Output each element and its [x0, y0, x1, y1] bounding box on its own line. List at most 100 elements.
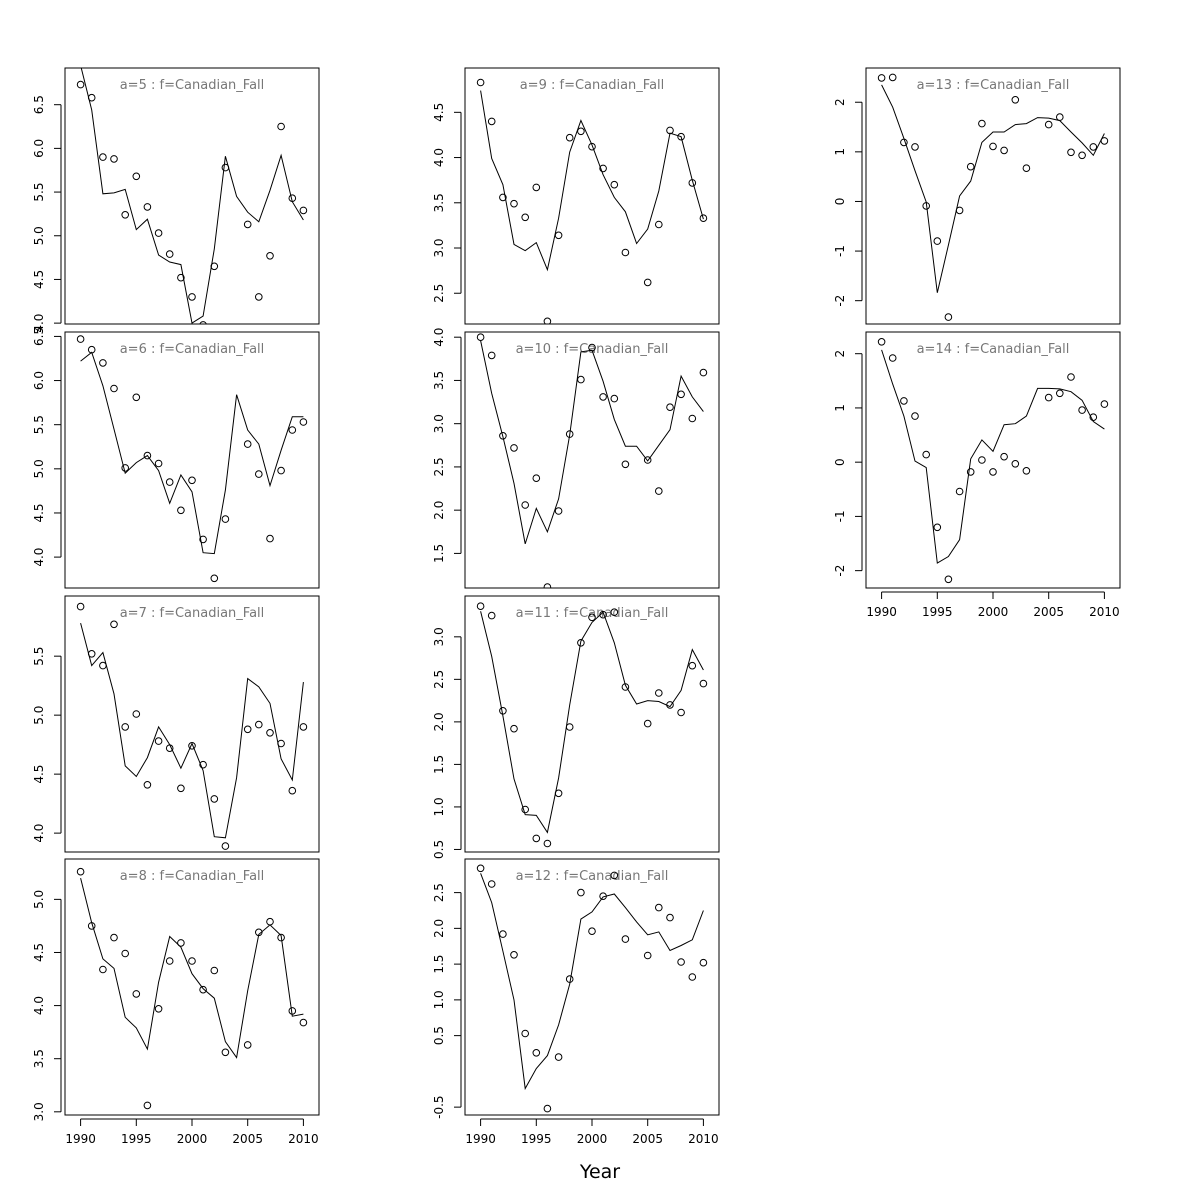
plot-frame: [64, 67, 320, 325]
panel-title: a=8 : f=Canadian_Fall: [120, 869, 265, 884]
marks: [76, 602, 308, 850]
y-tick-label: 5.5: [32, 415, 46, 434]
observed-point: [666, 403, 674, 412]
observed-point: [677, 132, 685, 141]
observed-point: [243, 220, 252, 229]
y-tick-label: 3.0: [432, 414, 446, 433]
observed-point: [532, 474, 541, 483]
y-tick-label: 6.5: [32, 95, 46, 114]
observed-point: [521, 213, 530, 222]
observed-point: [610, 871, 619, 880]
marks: [476, 78, 708, 324]
y-tick-label: 1.0: [432, 990, 446, 1009]
y-tick-label: 3.0: [432, 238, 446, 257]
fitted-line: [480, 340, 704, 545]
observed-point: [110, 620, 118, 629]
plot-frame: [865, 67, 1121, 325]
observed-point: [933, 523, 942, 532]
y-tick-label: 4.5: [32, 943, 46, 962]
x-tick-label: 2005: [1033, 605, 1064, 619]
observed-point: [543, 839, 552, 848]
observed-point: [621, 460, 630, 469]
observed-point: [677, 708, 685, 717]
plot-frame: [64, 595, 320, 853]
observed-point: [1044, 393, 1053, 402]
x-tick-label: 2010: [288, 1132, 319, 1146]
y-tick-label: 0.5: [432, 840, 446, 859]
observed-point: [99, 661, 107, 670]
observed-point: [543, 317, 552, 324]
observed-point: [1067, 148, 1075, 157]
observed-point: [688, 661, 697, 670]
observed-point: [132, 990, 141, 998]
y-tick-label: 0: [833, 198, 847, 206]
observed-point: [110, 384, 118, 393]
observed-point: [1022, 164, 1031, 172]
y-tick-label: 5.0: [32, 890, 46, 909]
y-tick-label: 1.5: [432, 955, 446, 974]
observed-point: [588, 927, 596, 936]
y-tick-label: 5.0: [32, 706, 46, 725]
y-tick-label: 4.0: [432, 148, 446, 167]
observed-point: [221, 515, 230, 523]
observed-point: [76, 602, 85, 611]
y-tick-label: 4.0: [32, 824, 46, 843]
x-tick-label: 1995: [121, 1132, 152, 1146]
observed-point: [121, 211, 129, 219]
observed-point: [577, 127, 585, 136]
observed-point: [165, 478, 174, 486]
observed-point: [188, 293, 196, 301]
y-tick-label: -1: [833, 510, 847, 522]
panel-title: a=5 : f=Canadian_Fall: [120, 78, 265, 93]
observed-point: [699, 958, 708, 967]
panel-a13: a=13 : f=Canadian_Fall -2 -1 0 1 2: [833, 67, 1121, 325]
observed-point: [1000, 452, 1008, 461]
observed-point: [922, 450, 931, 459]
observed-point: [266, 729, 274, 737]
observed-point: [565, 133, 574, 142]
y-tick-label: 1: [833, 148, 847, 156]
observed-point: [510, 199, 518, 208]
observed-point: [1078, 151, 1086, 160]
y-tick-label: 0: [833, 458, 847, 466]
observed-point: [532, 183, 541, 192]
panel-a9: a=9 : f=Canadian_Fall 2.5 3.0 3.5 4.0 4.5: [432, 67, 720, 325]
observed-point: [521, 501, 530, 509]
observed-point: [989, 142, 997, 151]
observed-point: [699, 214, 708, 222]
panel-a14: a=14 : f=Canadian_Fall -2 -1 0 1 2 1990 1995 200…: [833, 331, 1121, 619]
y-tick-label: 6.0: [32, 371, 46, 390]
panel-title: a=6 : f=Canadian_Fall: [120, 342, 265, 357]
observed-point: [577, 639, 585, 647]
plot-frame: [464, 331, 720, 589]
observed-point: [1022, 467, 1031, 475]
observed-point: [254, 293, 263, 301]
observed-point: [1078, 406, 1086, 414]
plot-frame: [464, 595, 720, 853]
observed-point: [888, 354, 897, 362]
observed-point: [532, 834, 541, 843]
y-tick-label: 2.0: [432, 919, 446, 938]
observed-point: [243, 440, 252, 448]
observed-point: [554, 231, 563, 240]
y-tick-label: 6.0: [32, 139, 46, 158]
fitted-line: [80, 877, 304, 1059]
observed-point: [643, 278, 652, 287]
observed-point: [643, 951, 652, 960]
y-tick-label: 4.5: [432, 103, 446, 122]
observed-point: [655, 220, 663, 229]
y-tick-label: 3.5: [432, 193, 446, 212]
observed-point: [532, 1049, 541, 1057]
observed-point: [1011, 460, 1020, 468]
observed-point: [577, 375, 585, 384]
observed-point: [966, 162, 975, 171]
observed-point: [277, 122, 285, 131]
observed-point: [1011, 96, 1020, 104]
observed-point: [655, 689, 663, 697]
observed-point: [199, 760, 207, 769]
marks: [877, 73, 1109, 321]
panel-a10: a=10 : f=Canadian_Fall 1.5 2.0 2.5 3.0 3.5 4.0: [432, 328, 720, 589]
panel-a6: a=6 : f=Canadian_Fall 4.0 4.5 5.0 5.5 6.0 6.5: [32, 327, 320, 589]
observed-point: [554, 1053, 563, 1061]
